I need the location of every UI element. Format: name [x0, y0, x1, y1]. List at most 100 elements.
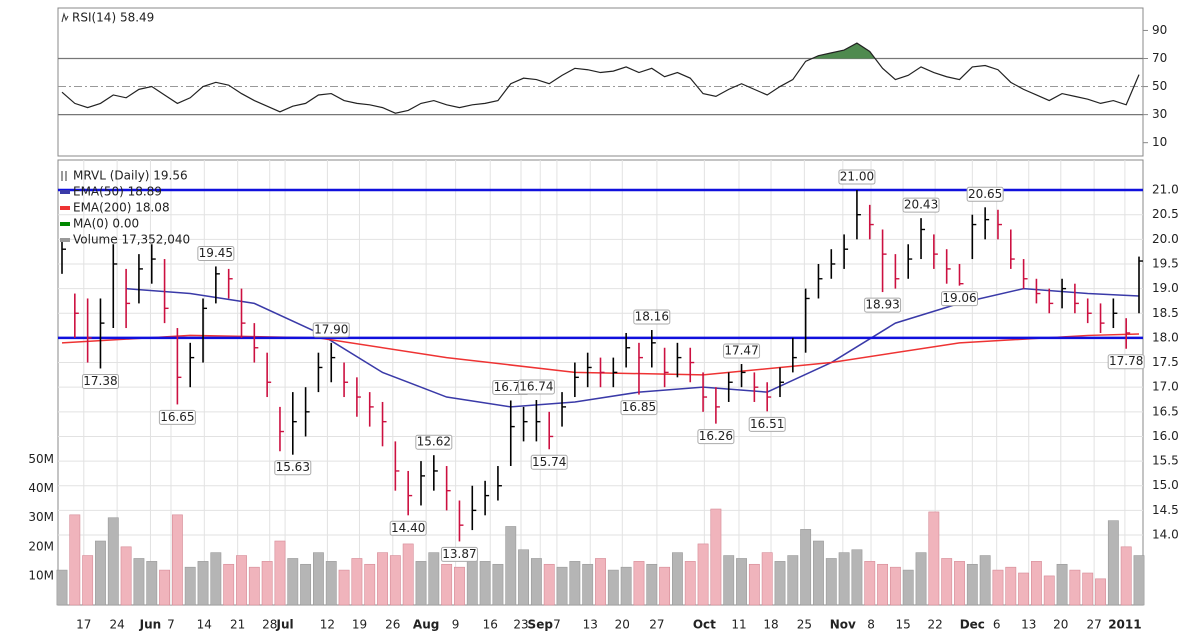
- volume-bar: [915, 552, 927, 606]
- volume-bar: [851, 549, 863, 606]
- volume-bar: [1018, 572, 1030, 606]
- annotation-box: [902, 197, 940, 213]
- annotation-label: 15.62: [417, 435, 451, 449]
- volume-bar: [133, 558, 145, 606]
- annotation-label: 17.78: [1109, 354, 1143, 368]
- volume-bar: [928, 511, 940, 606]
- volume-bar: [197, 561, 209, 606]
- volume-bar: [171, 514, 183, 606]
- volume-bar: [402, 543, 414, 606]
- x-tick-label: 12: [320, 618, 335, 632]
- y-tick-label: 70: [1152, 51, 1167, 65]
- volume-bar: [415, 561, 427, 606]
- volume-bar: [441, 563, 453, 606]
- y-tick-label: 90: [1152, 23, 1167, 37]
- volume-bar: [1120, 546, 1132, 606]
- y-tick-label: 14.0: [1152, 528, 1179, 542]
- volume-bar: [1056, 563, 1068, 606]
- legend-swatch: [60, 206, 70, 210]
- volume-bar: [1005, 566, 1017, 606]
- y-tick-label: 30: [1152, 107, 1167, 121]
- annotation-label: 20.43: [904, 198, 938, 212]
- annotation-box: [81, 373, 119, 389]
- y-tick-label: 20.5: [1152, 207, 1179, 221]
- volume-bar: [889, 566, 901, 606]
- x-tick-label: 26: [385, 618, 400, 632]
- x-tick-label: 18: [763, 618, 778, 632]
- volume-bar: [620, 566, 632, 606]
- y-tick-label: 10: [1152, 135, 1167, 149]
- volume-bar: [710, 508, 722, 606]
- legend-swatch: [60, 238, 70, 242]
- x-tick-label: Dec: [960, 618, 985, 632]
- annotation-label: 19.06: [942, 291, 976, 305]
- legend-entry: MRVL (Daily) 19.56: [73, 169, 188, 183]
- x-tick-label: 2011: [1108, 618, 1141, 632]
- volume-bar: [979, 555, 991, 606]
- volume-bar: [966, 563, 978, 606]
- x-tick-label: 9: [452, 618, 460, 632]
- annotation-box: [517, 379, 555, 395]
- y2-tick-label: 50M: [28, 452, 54, 466]
- volume-bar: [223, 563, 235, 606]
- volume-bar: [748, 563, 760, 606]
- volume-bar: [659, 566, 671, 606]
- annotation-box: [530, 454, 568, 470]
- legend-icon: [61, 12, 69, 23]
- volume-bar: [338, 569, 350, 606]
- annotation-label: 17.90: [314, 322, 348, 336]
- legend-entry: EMA(50) 18.89: [73, 185, 162, 199]
- annotation-label: 17.38: [83, 374, 117, 388]
- y-tick-label: 16.0: [1152, 429, 1179, 443]
- volume-bar: [543, 563, 555, 606]
- volume-bar: [736, 558, 747, 606]
- annotation-box: [620, 400, 658, 416]
- volume-bar: [761, 552, 773, 606]
- annotation-label: 17.47: [724, 344, 758, 358]
- annotation-label: 18.93: [865, 298, 899, 312]
- y-tick-label: 18.0: [1152, 330, 1179, 344]
- x-tick-label: 15: [895, 618, 910, 632]
- annotation-label: 16.65: [160, 410, 194, 424]
- volume-bar: [56, 569, 68, 606]
- volume-bar: [184, 566, 196, 606]
- volume-bar: [351, 558, 363, 606]
- volume-bar: [595, 558, 606, 606]
- x-tick-label: Oct: [693, 618, 716, 632]
- volume-bar: [120, 546, 132, 606]
- annotation-box: [312, 322, 350, 338]
- annotation-label: 20.65: [968, 187, 1002, 201]
- volume-bar: [530, 558, 542, 606]
- x-tick-label: 11: [731, 618, 746, 632]
- volume-bar: [877, 563, 889, 606]
- volume-bar: [723, 555, 735, 606]
- y-tick-label: 17.0: [1152, 380, 1179, 394]
- volume-bar: [82, 555, 94, 606]
- volume-bar: [633, 561, 645, 606]
- x-tick-label: 19: [352, 618, 367, 632]
- x-tick-label: 6: [993, 618, 1001, 632]
- x-tick-label: Jun: [139, 618, 162, 632]
- volume-bar: [466, 558, 478, 606]
- annotation-box: [1107, 354, 1145, 370]
- y-tick-label: 19.0: [1152, 281, 1179, 295]
- volume-bar: [146, 561, 158, 606]
- volume-bar: [992, 569, 1004, 606]
- volume-bar: [492, 563, 504, 606]
- legend-swatch: [60, 190, 70, 194]
- volume-bar: [505, 526, 517, 606]
- x-tick-label: 24: [109, 618, 124, 632]
- x-tick-label: 23: [513, 618, 528, 632]
- y-tick-label: 18.5: [1152, 306, 1179, 320]
- annotation-box: [748, 416, 786, 432]
- annotation-box: [389, 520, 427, 536]
- volume-bar: [454, 566, 465, 606]
- y-tick-label: 20.0: [1152, 232, 1179, 246]
- volume-bar: [210, 552, 222, 606]
- rsi-panel: [57, 7, 1144, 157]
- volume-bar: [838, 552, 850, 606]
- volume-bar: [1043, 575, 1055, 606]
- x-tick-label: 21: [230, 618, 245, 632]
- y2-tick-label: 40M: [28, 481, 54, 495]
- y-tick-label: 15.5: [1152, 454, 1179, 468]
